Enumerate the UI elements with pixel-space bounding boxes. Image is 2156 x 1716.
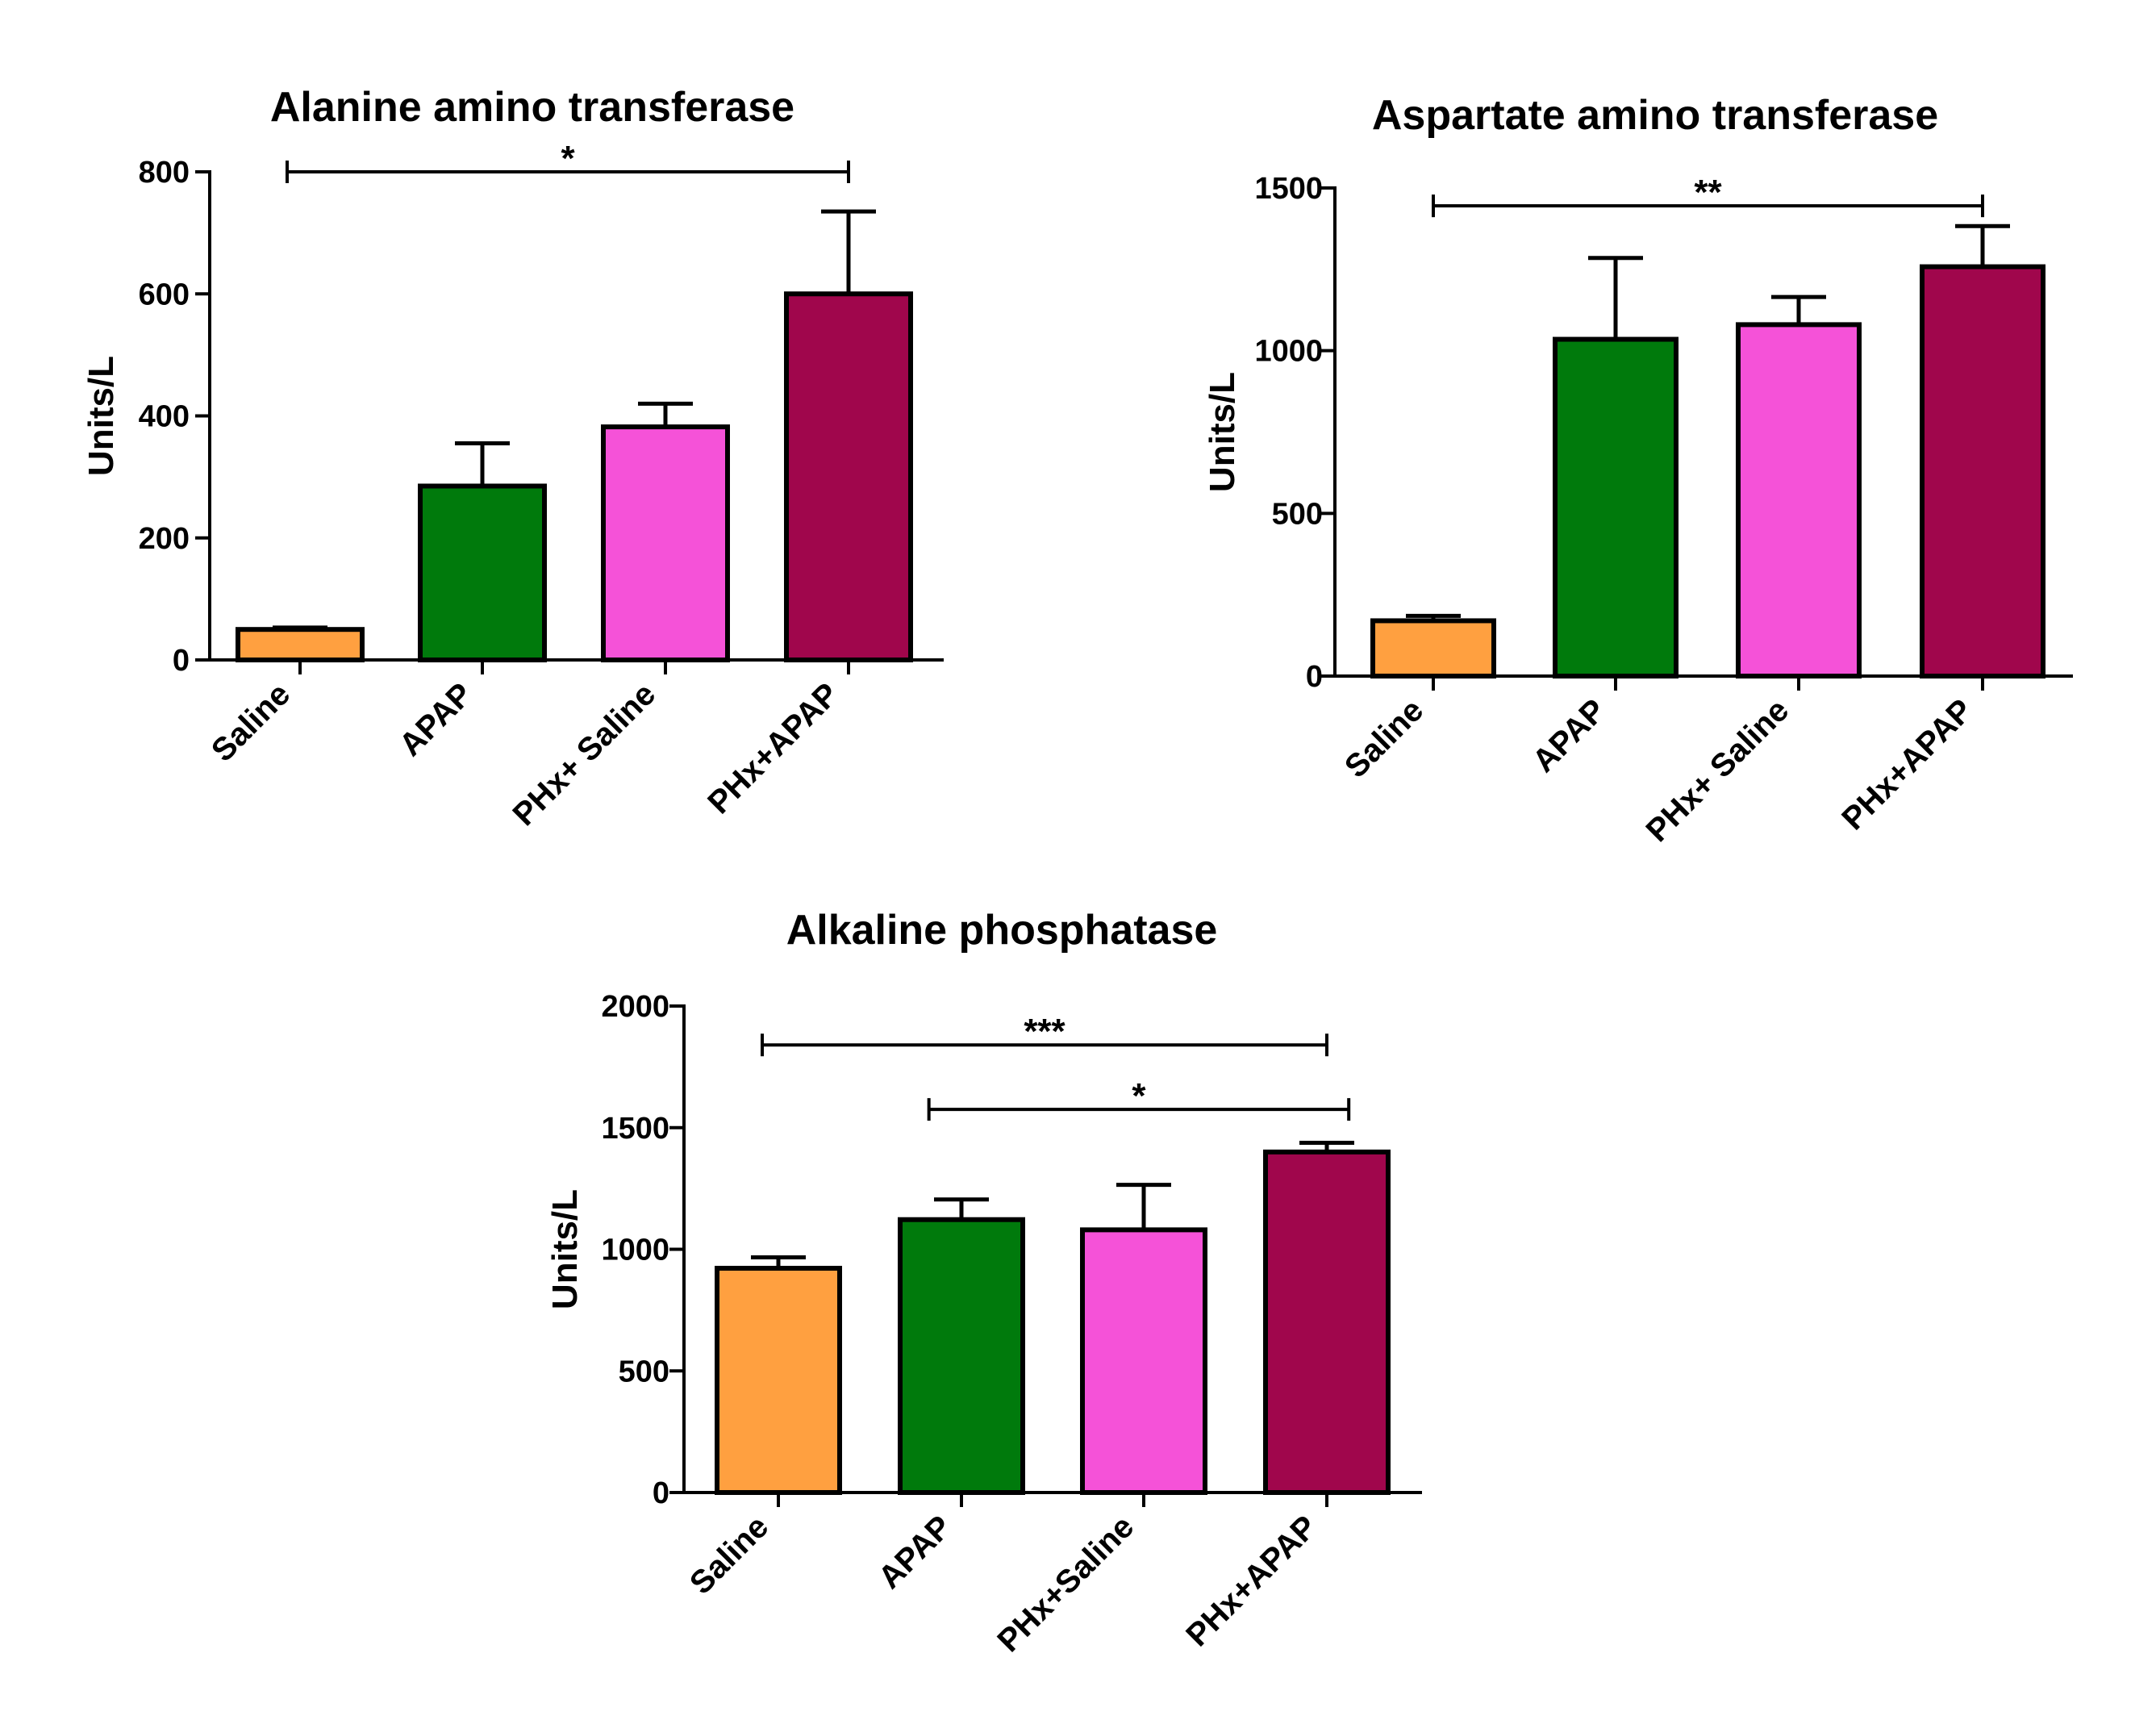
- significance-bracket-1: *: [286, 139, 850, 183]
- bar-3: [1080, 1227, 1207, 1495]
- significance-label: *: [1132, 1076, 1146, 1116]
- bar-1: [236, 627, 365, 662]
- y-tick-label: 400: [139, 400, 190, 434]
- y-tick-label: 500: [619, 1355, 669, 1388]
- y-tick-label: 0: [653, 1476, 669, 1510]
- bar-3: [1736, 322, 1862, 678]
- significance-bracket-1: ***: [761, 1012, 1328, 1057]
- bar-2: [898, 1217, 1025, 1496]
- bar-4: [784, 291, 913, 662]
- y-tick-label: 1500: [1254, 172, 1323, 206]
- bar-1: [1370, 618, 1496, 679]
- bar-4: [1920, 264, 2045, 678]
- chart-title: Aspartate amino transferase: [1372, 92, 1938, 139]
- significance-label: ***: [1024, 1012, 1065, 1051]
- y-tick-label: 1000: [601, 1234, 669, 1267]
- bar-2: [418, 483, 547, 662]
- bar-4: [1263, 1149, 1391, 1496]
- y-tick-label: 1500: [601, 1112, 669, 1146]
- y-axis-label: Units/L: [81, 356, 121, 476]
- y-tick-label: 800: [139, 156, 190, 190]
- y-axis-label: Units/L: [545, 1189, 585, 1309]
- chart-title: Alanine amino transferase: [270, 84, 794, 131]
- significance-label: *: [561, 139, 575, 178]
- bar-3: [601, 424, 730, 662]
- y-axis-label: Units/L: [1203, 372, 1242, 492]
- y-tick-label: 1000: [1254, 335, 1323, 369]
- significance-bracket-1: **: [1432, 173, 1984, 218]
- bar-2: [1553, 336, 1679, 678]
- y-tick-label: 200: [139, 522, 190, 556]
- y-tick-label: 2000: [601, 990, 669, 1024]
- significance-label: **: [1694, 173, 1722, 212]
- significance-bracket-2: *: [927, 1076, 1351, 1121]
- bar-1: [715, 1266, 842, 1495]
- y-tick-label: 500: [1272, 497, 1323, 531]
- y-tick-label: 600: [139, 278, 190, 311]
- y-tick-label: 0: [173, 644, 190, 678]
- chart-title: Alkaline phosphatase: [786, 907, 1218, 954]
- y-tick-label: 0: [1306, 660, 1323, 694]
